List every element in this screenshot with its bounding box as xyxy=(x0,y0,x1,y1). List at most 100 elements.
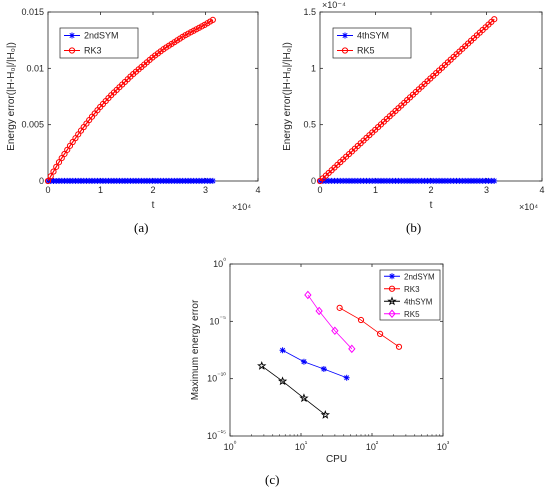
x-tick-label: 0 xyxy=(45,185,50,195)
x-axis-label: CPU xyxy=(326,454,347,465)
panel-b-chart: 0 1 2 3 4 0 0.5 1 1.5 t Energy error(|H-H₀|/|H₀|) ×… xyxy=(282,0,545,212)
x-multiplier-label: ×10⁴ xyxy=(232,202,251,212)
data-point xyxy=(336,304,343,311)
data-point xyxy=(331,326,339,336)
x-tick-label: 10² xyxy=(366,441,379,452)
data-point xyxy=(491,16,498,23)
legend-label-2ndSYM: 2ndSYM xyxy=(84,31,119,41)
y-tick-label: 1.5 xyxy=(303,7,316,17)
y-tick-label: 10⁻¹⁵ xyxy=(207,430,226,441)
series-RK5 xyxy=(316,16,498,185)
data-point xyxy=(304,290,312,300)
legend-marker-4thSYM xyxy=(342,32,348,39)
caption-a: (a) xyxy=(134,220,149,235)
legend-label-RK3: RK3 xyxy=(84,46,102,56)
legend-label-RK5: RK5 xyxy=(404,310,420,319)
data-point xyxy=(395,343,403,350)
series-4thSYM xyxy=(257,360,330,419)
legend-marker-2ndSYM xyxy=(389,273,395,280)
data-point xyxy=(209,177,216,184)
data-point xyxy=(55,159,63,166)
y-tick-label: 10⁻¹⁰ xyxy=(207,372,226,384)
y-tick-label: 1 xyxy=(311,63,316,73)
data-point xyxy=(357,316,365,324)
data-point xyxy=(348,344,356,354)
y-tick-label: 0 xyxy=(39,176,44,186)
data-point xyxy=(257,360,267,370)
x-tick-label: 10³ xyxy=(437,441,450,452)
legend-marker-RK5 xyxy=(388,309,396,319)
data-point xyxy=(209,16,216,23)
legend-label-2ndSYM: 2ndSYM xyxy=(404,272,435,281)
data-point xyxy=(320,409,330,419)
x-tick-label: 4 xyxy=(255,185,260,195)
data-point xyxy=(61,150,68,158)
panel-c-chart: 10⁰ 10¹ 10² 10³ 10⁻¹⁵ 10⁻¹⁰ 10⁻⁵ 10⁰ CPU Maximum … xyxy=(190,257,450,465)
legend-marker-RK3 xyxy=(68,47,76,54)
data-point xyxy=(47,173,54,180)
data-point xyxy=(376,330,384,338)
series-line-RK3 xyxy=(339,307,400,348)
legend-label-4thSYM: 4thSYM xyxy=(357,31,389,41)
data-point xyxy=(279,347,286,354)
data-point xyxy=(491,177,498,184)
legend-marker-RK3 xyxy=(388,285,396,292)
caption-b: (b) xyxy=(406,220,422,235)
x-tick-label: 2 xyxy=(428,185,433,195)
legend: 2ndSYM RK3 xyxy=(59,27,139,59)
y-multiplier-label: ×10⁻⁴ xyxy=(322,0,346,10)
series-RK3 xyxy=(44,16,216,185)
x-multiplier-label: ×10⁴ xyxy=(519,202,538,212)
data-point xyxy=(343,374,350,381)
x-tick-label: 2 xyxy=(150,185,155,195)
data-point xyxy=(277,376,288,386)
x-tick-label: 3 xyxy=(203,185,208,195)
x-tick-label: 1 xyxy=(98,185,103,195)
data-point xyxy=(53,163,60,170)
x-tick-label: 3 xyxy=(484,185,489,195)
panel-a-chart: 0 1 2 3 4 0 0.005 0.01 0.015 t Energy error(|H-H₀|… xyxy=(6,7,261,212)
y-tick-label: 10⁰ xyxy=(213,257,226,269)
x-tick-label: 0 xyxy=(317,185,322,195)
data-point xyxy=(320,365,327,372)
y-axis-label: Maximum energy error xyxy=(190,299,201,400)
series-2ndSYM xyxy=(279,347,350,381)
series-line-4thSYM xyxy=(261,365,326,416)
data-point xyxy=(50,168,57,175)
x-axis-label: t xyxy=(430,200,433,211)
x-tick-label: 10¹ xyxy=(295,441,308,452)
series-4thSYM xyxy=(317,177,498,184)
series-RK3 xyxy=(336,304,403,350)
y-tick-label: 0.005 xyxy=(21,120,44,130)
data-point xyxy=(299,393,309,403)
legend-label-RK5: RK5 xyxy=(357,46,375,56)
y-axis-label: Energy error(|H-H₀|/|H₀|) xyxy=(6,42,17,151)
data-point xyxy=(315,306,323,316)
series-line-2ndSYM xyxy=(282,349,347,379)
legend-marker-2ndSYM xyxy=(69,32,75,39)
y-tick-label: 10⁻⁵ xyxy=(209,315,226,326)
series-2ndSYM xyxy=(45,177,216,184)
x-tick-label: 4 xyxy=(539,185,544,195)
x-axis-label: t xyxy=(152,200,155,211)
legend: 4thSYM RK5 xyxy=(332,27,412,59)
y-axis-label: Energy error(|H-H₀|/|H₀|) xyxy=(282,42,293,151)
y-tick-label: 0 xyxy=(311,176,316,186)
plot-frame xyxy=(229,263,444,437)
legend-label-4thSYM: 4thSYM xyxy=(404,297,433,306)
legend-marker-4thSYM xyxy=(387,296,397,306)
caption-c: (c) xyxy=(265,472,280,487)
data-point xyxy=(58,155,65,162)
x-tick-label: 1 xyxy=(373,185,378,195)
legend-label-RK3: RK3 xyxy=(404,285,420,294)
data-point xyxy=(44,177,52,185)
x-tick-label: 10⁰ xyxy=(224,440,237,452)
y-tick-label: 0.5 xyxy=(303,120,316,130)
y-tick-label: 0.01 xyxy=(26,63,44,73)
series-line-RK5 xyxy=(307,294,353,350)
legend: 2ndSYM RK3 4thSYM RK5 xyxy=(379,269,441,321)
data-point xyxy=(300,358,307,365)
legend-marker-RK5 xyxy=(341,47,349,54)
y-tick-label: 0.015 xyxy=(21,7,44,17)
